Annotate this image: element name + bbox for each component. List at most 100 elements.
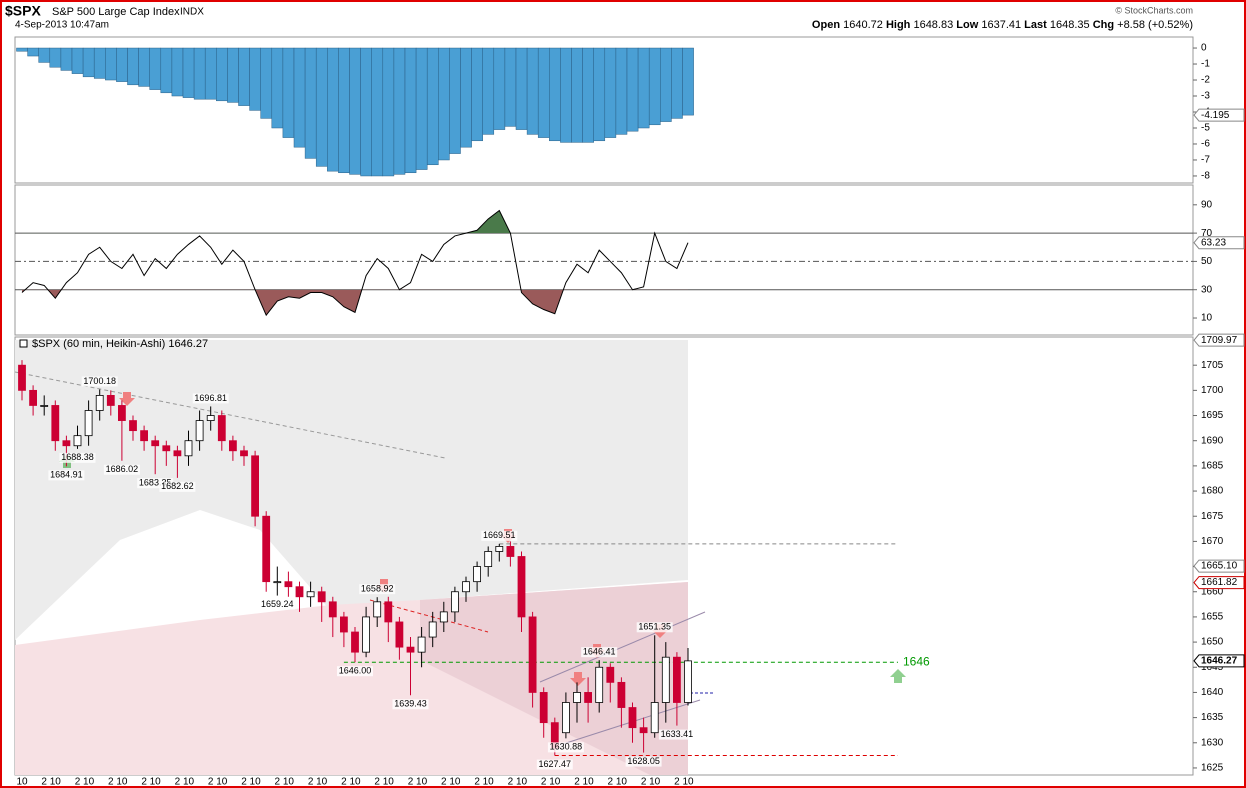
candle-body — [228, 440, 237, 452]
histogram-bar — [327, 47, 339, 172]
quote: Open 1640.72 High 1648.83 Low 1637.41 La… — [812, 19, 1193, 31]
y-tick-label: -1 — [1201, 59, 1210, 70]
y-tick-label: 1640 — [1201, 687, 1224, 698]
histogram-bar — [93, 47, 106, 79]
x-tick-label: 2 — [674, 777, 680, 788]
candle-body — [95, 394, 104, 411]
histogram-bar — [604, 47, 617, 138]
candle-body — [439, 611, 448, 623]
histogram-bar — [338, 47, 350, 174]
candle-body — [173, 450, 182, 457]
quote-label: Chg — [1093, 19, 1114, 31]
histogram-bar — [460, 47, 472, 148]
x-tick-label: 10 — [682, 777, 694, 788]
value-tag — [1193, 333, 1245, 347]
candle-body — [406, 646, 415, 653]
x-tick-label: 2 — [474, 777, 480, 788]
x-tick-label: 10 — [583, 777, 595, 788]
y-tick-label: 1635 — [1201, 712, 1224, 723]
x-tick-label: 2 — [75, 777, 81, 788]
annotation-bg — [658, 729, 695, 740]
histogram-bar — [637, 47, 650, 129]
quote-label: Open — [812, 19, 840, 31]
y-tick-label: 1645 — [1201, 662, 1224, 673]
value-tag-label: 1709.97 — [1201, 335, 1238, 346]
y-tick-label: 1625 — [1201, 763, 1224, 774]
histogram-bar — [648, 47, 661, 126]
histogram-bar — [271, 47, 284, 129]
histogram-bar — [615, 47, 628, 135]
histogram-bar — [360, 47, 372, 177]
annotation: 1700.18 — [83, 376, 116, 386]
candle-body — [118, 405, 126, 421]
x-tick-label: 2 — [175, 777, 181, 788]
candle-body — [462, 581, 470, 593]
value-tag-label: 1665.10 — [1201, 561, 1238, 572]
quote-label: Last — [1024, 19, 1047, 31]
candle-body — [18, 364, 26, 391]
x-tick-label: 10 — [150, 777, 162, 788]
x-tick-label: 2 — [341, 777, 347, 788]
y-tick-label: 1700 — [1201, 385, 1224, 396]
candle-body — [639, 727, 648, 734]
histogram-bar — [537, 47, 550, 138]
quote-value: 1640.72 — [843, 19, 883, 31]
histogram-bar — [60, 47, 73, 71]
annotation-bg — [259, 599, 296, 610]
x-tick-label: 10 — [116, 777, 128, 788]
histogram-bar — [49, 47, 62, 68]
y-tick-label: -6 — [1201, 139, 1210, 150]
y-tick-label: 1705 — [1201, 360, 1224, 371]
x-tick-label: 10 — [183, 777, 195, 788]
annotation-bg — [392, 699, 429, 710]
histogram-bar — [315, 47, 328, 167]
candle-body — [295, 586, 304, 598]
date: 4-Sep-2013 10:47am — [15, 20, 109, 31]
x-tick-label: 10 — [383, 777, 395, 788]
annotation-bg — [337, 666, 373, 677]
candle-body — [373, 601, 382, 618]
x-tick-label: 2 — [441, 777, 447, 788]
annotation: 1683.35 — [139, 478, 172, 488]
x-tick-label: 2 — [275, 777, 281, 788]
candle-body — [106, 394, 115, 406]
y-tick-label: -7 — [1201, 155, 1210, 166]
histogram-bar — [116, 47, 128, 82]
histogram-bar — [249, 47, 261, 111]
candle-body — [573, 692, 581, 703]
candle-body — [240, 450, 248, 457]
histogram-bar — [571, 47, 583, 143]
y-tick-label: 70 — [1201, 228, 1213, 239]
legend-icon — [19, 339, 28, 348]
candle-body — [395, 621, 404, 648]
x-tick-label: 2 — [574, 777, 580, 788]
y-tick-label: 1695 — [1201, 410, 1224, 421]
histogram-bar — [426, 47, 439, 166]
value-tag-label: 63.23 — [1201, 237, 1226, 248]
candle-body — [317, 591, 326, 603]
oversold-fill — [22, 289, 688, 316]
candle-body — [273, 581, 282, 584]
y-tick-label: 0 — [1201, 43, 1207, 54]
annotation: 1659.24 — [261, 599, 294, 609]
histogram-bar — [71, 47, 84, 74]
value-tag-label: -4.195 — [1201, 110, 1230, 121]
histogram-bar — [171, 47, 184, 97]
x-tick-label: 10 — [316, 777, 328, 788]
y-tick-label: 1650 — [1201, 637, 1224, 648]
histogram-bar — [238, 47, 250, 106]
candle-body — [51, 405, 60, 442]
candle-body — [129, 420, 137, 432]
candle-body — [40, 405, 49, 407]
quote-value: 1637.41 — [981, 19, 1021, 31]
trendline — [369, 599, 489, 633]
candle-body — [661, 656, 670, 703]
annotation-bg — [59, 452, 96, 463]
x-tick-label: 10 — [250, 777, 262, 788]
annotation: 1682.62 — [161, 481, 194, 491]
quote-value: +8.58 — [1117, 19, 1145, 31]
exchange: INDX — [180, 7, 204, 18]
histogram-bar — [660, 47, 672, 122]
histogram-bar — [82, 47, 95, 78]
